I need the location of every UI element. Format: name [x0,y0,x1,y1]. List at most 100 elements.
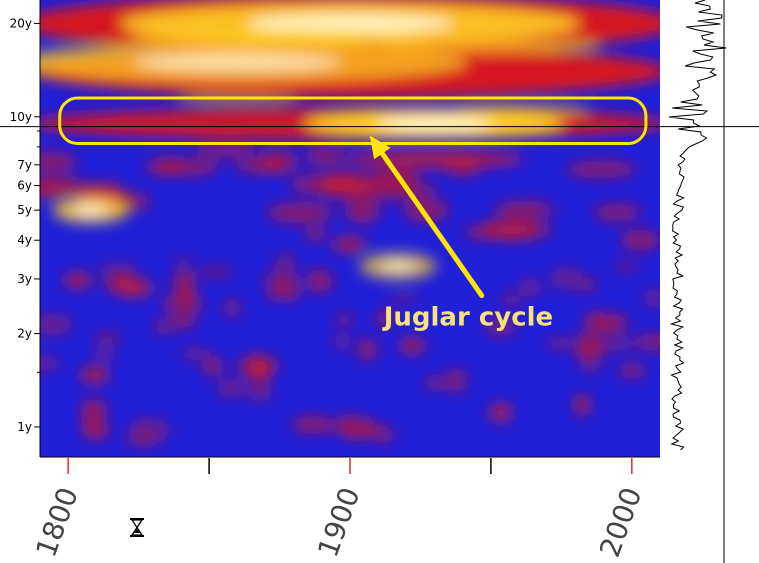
power-blob [97,263,139,276]
hourglass-icon [130,518,144,537]
power-blob [518,279,542,297]
power-blob [344,150,525,169]
power-blob [265,286,303,299]
power-blob [223,298,241,317]
power-blob [388,293,419,303]
y-tick-label: 2y [17,327,32,341]
power-blob [633,333,660,351]
power-blob [158,158,220,176]
power-blob [246,14,454,33]
power-blob [578,277,596,292]
power-blob [133,53,341,72]
power-blob [71,183,123,197]
juglar-highlight-box [58,96,648,146]
power-blob [304,226,327,242]
y-tick-label: 10y [10,110,32,124]
heatmap-area [40,0,660,457]
power-blob [172,256,193,266]
power-blob [477,218,553,241]
power-blob [248,380,273,402]
power-blob [403,198,449,223]
global-spectrum-curve [668,0,727,451]
power-blob [305,147,346,166]
power-blob [318,180,439,201]
power-blob [344,199,381,224]
power-blob [574,394,591,416]
side-spectrum-panel [668,0,727,563]
power-blob [216,379,247,398]
power-blob [40,355,61,371]
power-blob [266,202,334,224]
power-blob [488,402,513,423]
power-blob [398,337,426,355]
power-blob [585,312,604,324]
power-blob [274,254,296,268]
y-tick-label: 3y [17,272,32,286]
power-blob [172,269,197,292]
y-tick-label: 20y [10,16,32,30]
y-tick-label: 4y [17,233,32,247]
power-blob [129,29,430,46]
power-blob [331,236,367,253]
power-blob [494,200,555,219]
power-blob [80,419,102,433]
power-blob [307,269,333,293]
power-blob [643,288,660,308]
power-blob [93,333,122,342]
power-blob [171,317,197,328]
power-blob [256,150,300,173]
y-tick-label: 5y [17,203,32,217]
power-blob [566,160,638,178]
power-blob [375,311,395,326]
power-blob [199,267,234,277]
power-blob [579,360,603,373]
power-blob [63,271,92,289]
power-blob [380,38,601,53]
x-axis: 1800 1900 2000 [29,456,660,561]
power-blob [80,365,109,385]
power-blob [592,204,641,221]
power-blob [612,262,641,272]
y-tick-label: 7y [17,158,32,172]
power-blob [593,336,634,352]
power-blob [549,267,582,290]
y-tick-label: 6y [17,179,32,193]
power-blob [201,356,225,377]
x-tick-label: 1800 [29,483,84,561]
x-tick-label: 2000 [593,483,648,561]
power-blob [180,347,211,361]
power-blob [376,117,494,131]
y-tick-label: 1y [17,420,32,434]
power-blob [620,230,660,251]
power-blob [106,272,140,296]
annotation-label: Juglar cycle [382,303,553,333]
power-blob [333,332,351,351]
power-blob [357,338,378,361]
power-blob [449,104,590,117]
power-blob [545,337,574,350]
power-blob [236,355,280,377]
power-blob [446,368,467,393]
power-blob [195,143,256,158]
power-blob [618,362,647,379]
power-blob [125,436,159,446]
power-blob [423,378,450,388]
power-blob [291,416,335,434]
power-blob [40,151,77,173]
power-blob [334,313,354,326]
power-blob [151,322,177,331]
power-blob [263,270,302,287]
annotation-arrow [369,135,485,299]
power-blob [40,313,73,336]
x-tick-label: 1900 [311,483,366,561]
power-blob [128,418,171,443]
power-blob [360,424,390,435]
y-axis: 20y 10y 7y 6y 5y 4y 3y 2y 1y [10,0,41,457]
power-blob [80,399,108,422]
power-blob [500,293,521,306]
power-blob [162,293,203,317]
power-blob [73,204,108,217]
power-blob [485,317,517,336]
power-blob [93,346,117,361]
